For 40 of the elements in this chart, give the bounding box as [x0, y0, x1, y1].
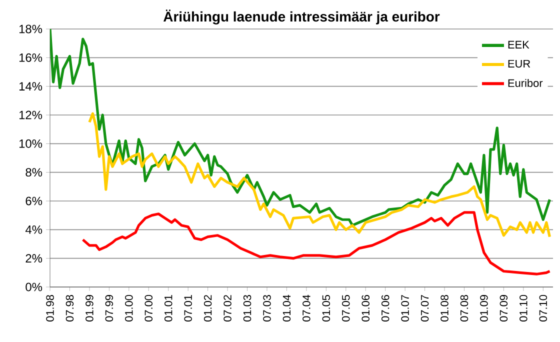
x-tick-label: 01.04: [282, 294, 291, 322]
x-tick-label: 07.05: [342, 294, 350, 322]
x-tick-label: 07.04: [302, 294, 310, 322]
legend-label: Euribor: [508, 78, 543, 88]
x-tick-label: 07.99: [105, 295, 114, 322]
x-tick-label: 07.07: [420, 295, 429, 322]
x-tick-label: 07.03: [263, 295, 271, 322]
x-tick-label: 01.10: [520, 294, 528, 322]
y-tick-label: 16%: [19, 53, 42, 62]
y-tick-label: 18%: [19, 24, 42, 34]
x-tick-label: 07.02: [224, 295, 232, 322]
x-tick-label: 07.00: [144, 294, 153, 322]
x-tick-label: 01.07: [401, 295, 409, 322]
x-tick-label: 01.03: [243, 295, 252, 322]
x-tick-label: 01.08: [440, 295, 448, 322]
x-tick-label: 07.01: [184, 295, 192, 322]
y-tick-label: 10%: [19, 139, 42, 148]
x-tick-label: 01.01: [164, 295, 172, 322]
y-tick-label: 14%: [19, 82, 42, 91]
chart-title: Äriühingu laenude intressimäär ja euribor: [164, 10, 440, 24]
x-tick-label: 01.05: [322, 294, 330, 322]
y-tick-label: 0%: [26, 282, 42, 292]
x-tick-label: 01.06: [362, 295, 370, 322]
y-tick-label: 4%: [25, 225, 42, 234]
y-tick-label: 2%: [26, 254, 42, 263]
y-tick-label: 8%: [26, 168, 42, 177]
x-tick-label: 07.98: [66, 295, 74, 322]
x-tick-label: 01.09: [480, 295, 488, 322]
x-tick-label: 07.10: [539, 294, 548, 322]
x-tick-label: 07.08: [460, 295, 468, 322]
x-tick-label: 01.00: [125, 294, 133, 322]
y-tick-label: 6%: [26, 196, 42, 206]
x-tick-label: 01.99: [86, 295, 94, 322]
x-tick-label: 07.06: [381, 295, 390, 322]
x-tick-label: 07.09: [500, 295, 508, 322]
y-tick-label: 12%: [19, 110, 42, 120]
legend-label: EEK: [508, 40, 530, 48]
x-tick-label: 01.98: [46, 295, 54, 322]
x-tick-label: 01.02: [204, 295, 212, 322]
legend-label: EUR: [508, 60, 530, 68]
